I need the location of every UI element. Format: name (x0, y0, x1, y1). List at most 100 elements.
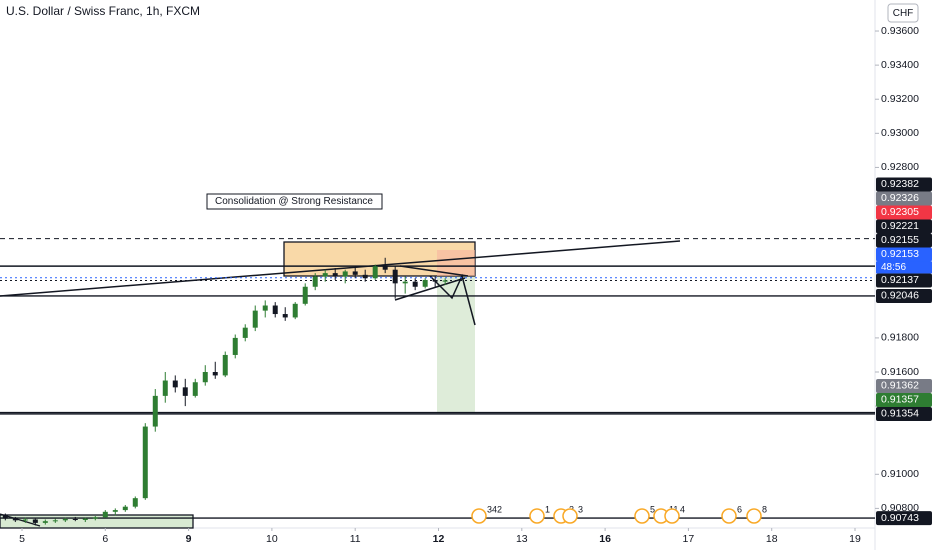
x-tick-label: 10 (266, 533, 278, 545)
candle-body (272, 305, 278, 315)
candle-body (92, 517, 98, 519)
candle-body (262, 305, 268, 311)
countdown-box (876, 261, 932, 274)
event-icon (562, 508, 578, 524)
event-icon (746, 508, 762, 524)
candle-body (82, 518, 88, 520)
x-tick-label: 6 (102, 533, 108, 545)
candle-body (432, 279, 438, 282)
candle-body (362, 274, 368, 279)
x-tick-label: 18 (766, 533, 778, 545)
price-label-box (876, 205, 932, 220)
price-label: 0.92046 (881, 290, 919, 302)
price-label: 0.92137 (881, 274, 919, 286)
candle-body (232, 337, 238, 355)
candle-body (402, 281, 408, 284)
candle-body (422, 279, 428, 287)
candle-body (332, 273, 338, 277)
x-tick-label: 12 (433, 533, 445, 545)
candle-body (292, 303, 298, 318)
candle-body (322, 273, 328, 277)
annotation: Consolidation @ Strong Resistance (215, 196, 373, 207)
price-label-box (876, 177, 932, 192)
projection-path (429, 273, 476, 326)
price-label-box (876, 392, 932, 407)
price-label: 0.91354 (881, 408, 919, 420)
candle-body (342, 271, 348, 277)
countdown: 48:56 (881, 262, 906, 273)
x-tick-label: 11 (350, 533, 361, 545)
event-count: 342 (487, 504, 502, 514)
candle-body (142, 426, 148, 499)
currency-box (887, 3, 919, 23)
x-tick-label: 5 (19, 533, 25, 545)
candle-body (102, 511, 108, 518)
price-label-box (876, 233, 932, 248)
price-label-box (876, 273, 932, 288)
candle-body (282, 314, 288, 318)
candle-body (42, 521, 48, 523)
event-icon (634, 508, 650, 524)
price-label: 0.92153 (881, 248, 919, 260)
price-label: 0.91357 (881, 394, 919, 406)
candle-body (132, 498, 138, 507)
event-count: 6 (737, 504, 742, 514)
candle-body (192, 382, 198, 396)
price-label-box (876, 191, 932, 206)
price-label-box (876, 511, 932, 526)
price-label-box (876, 378, 932, 393)
x-tick-label: 9 (186, 533, 192, 545)
candle-body (372, 266, 378, 279)
event-count: 3 (578, 504, 583, 514)
candle-body (242, 327, 248, 338)
candle-body (182, 387, 188, 396)
price-label-box (876, 219, 932, 234)
price-label: 0.92221 (881, 220, 919, 232)
candle-body (302, 286, 308, 304)
event-count: 5 (650, 504, 655, 514)
candle-body (212, 372, 218, 376)
event-icon (664, 508, 680, 524)
event-icon (471, 508, 487, 524)
y-tick-label: 0.93600 (881, 25, 919, 37)
price-label: 0.92155 (881, 234, 919, 246)
bottom-box (0, 514, 194, 529)
event-count: 8 (762, 504, 767, 514)
price-label: 0.92326 (881, 192, 919, 204)
chart-title: U.S. Dollar / Swiss Franc, 1h, FXCM (6, 4, 200, 18)
y-tick-label: 0.91800 (881, 332, 919, 344)
price-label-box (876, 406, 932, 421)
y-tick-label: 0.93200 (881, 93, 919, 105)
price-label: 0.90743 (881, 512, 919, 524)
x-tick-label: 19 (849, 533, 861, 545)
candle-body (442, 280, 448, 282)
candle-body (392, 269, 398, 284)
event-icon (721, 508, 737, 524)
currency: CHF (893, 8, 914, 19)
candle-body (222, 354, 228, 376)
candle-body (172, 380, 178, 388)
x-tick-label: 17 (683, 533, 695, 545)
price-label-box (876, 288, 932, 303)
y-tick-label: 0.93000 (881, 127, 919, 139)
candle-body (32, 519, 38, 523)
candle-body (122, 506, 128, 511)
candle-body (62, 518, 68, 521)
price-label: 0.91362 (881, 380, 919, 392)
candle-body (2, 515, 8, 519)
event-count: 1 (545, 504, 550, 514)
candle-body (12, 518, 18, 521)
y-tick-label: 0.91000 (881, 468, 919, 480)
price-label: 0.92305 (881, 206, 919, 218)
candle-body (72, 518, 78, 520)
y-tick-label: 0.93400 (881, 59, 919, 71)
trend-line (399, 265, 469, 277)
candle-body (252, 310, 258, 328)
candle-body (312, 276, 318, 287)
event-icon (529, 508, 545, 524)
candle-body (112, 510, 118, 512)
trend-line (0, 240, 681, 297)
x-tick-label: 16 (599, 533, 611, 545)
candle-body (412, 281, 418, 287)
